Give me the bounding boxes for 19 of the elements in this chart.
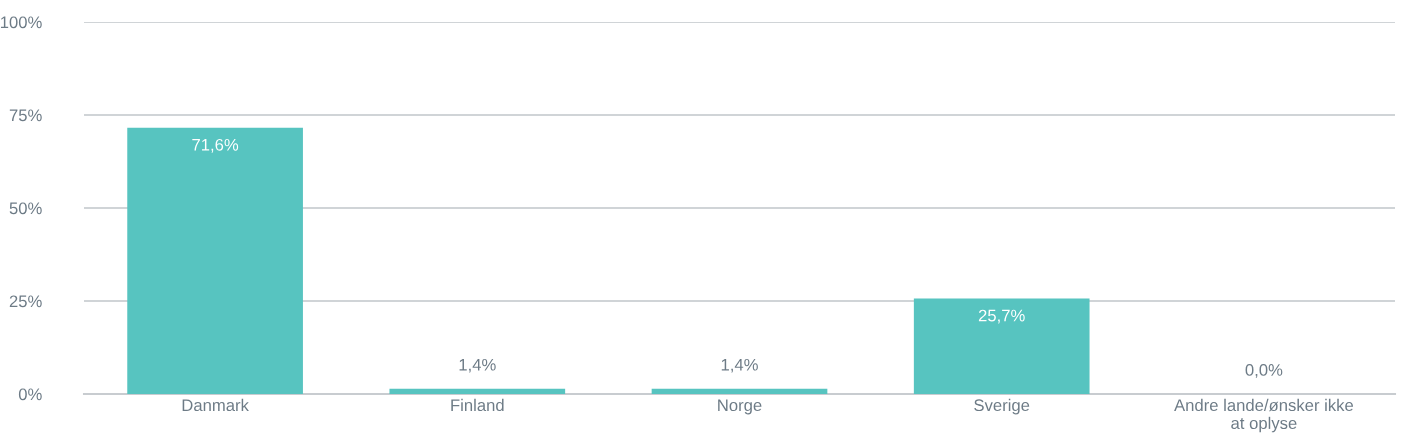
data-label: 1,4% <box>459 358 496 373</box>
x-tick-label: Danmark <box>182 398 249 412</box>
bar <box>913 298 1090 394</box>
bar <box>651 388 828 394</box>
x-tick-label: Sverige <box>974 398 1030 415</box>
x-tick-label: Finland <box>451 398 504 412</box>
y-tick-label: 75% <box>9 109 42 122</box>
x-tick-label: Norge <box>718 399 762 415</box>
data-label: 1,4% <box>721 358 758 373</box>
bar <box>389 388 566 394</box>
y-tick-label: 100% <box>0 16 42 29</box>
bar <box>127 127 303 394</box>
data-label: 25,7% <box>978 309 1025 324</box>
data-label: 71,6% <box>192 138 239 153</box>
y-tick-label: 0% <box>18 388 42 401</box>
y-tick-label: 25% <box>9 295 42 308</box>
y-tick-label: 50% <box>9 202 42 215</box>
data-label: 0,0% <box>1245 364 1283 378</box>
x-tick-label: Andre lande/ønsker ikke at oplyse <box>1174 398 1354 433</box>
